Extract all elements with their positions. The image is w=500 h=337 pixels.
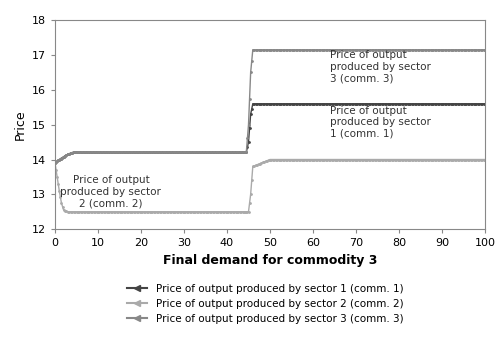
Text: Price of output
produced by sector
3 (comm. 3): Price of output produced by sector 3 (co…	[330, 50, 431, 83]
Price of output produced by sector 1 (comm. 1)	[204, 150, 210, 154]
Price of output produced by sector 2 (comm. 2)	[257, 161, 263, 165]
Price of output produced by sector 1 (comm. 1)	[382, 102, 388, 106]
Price of output produced by sector 2 (comm. 2)	[466, 157, 472, 161]
Line: Price of output produced by sector 1 (comm. 1): Price of output produced by sector 1 (co…	[54, 102, 486, 164]
Price of output produced by sector 2 (comm. 2)	[472, 157, 478, 161]
Price of output produced by sector 1 (comm. 1)	[150, 150, 156, 154]
Legend: Price of output produced by sector 1 (comm. 1), Price of output produced by sect: Price of output produced by sector 1 (co…	[122, 280, 408, 329]
Text: Price of output
produced by sector
1 (comm. 1): Price of output produced by sector 1 (co…	[330, 105, 431, 139]
Price of output produced by sector 3 (comm. 3)	[204, 150, 210, 154]
Price of output produced by sector 3 (comm. 3)	[92, 150, 98, 154]
Price of output produced by sector 2 (comm. 2)	[65, 210, 71, 214]
Price of output produced by sector 2 (comm. 2)	[52, 161, 58, 165]
X-axis label: Final demand for commodity 3: Final demand for commodity 3	[163, 254, 377, 267]
Price of output produced by sector 1 (comm. 1)	[250, 102, 256, 106]
Price of output produced by sector 3 (comm. 3)	[419, 48, 425, 52]
Price of output produced by sector 1 (comm. 1)	[92, 150, 98, 154]
Price of output produced by sector 1 (comm. 1)	[419, 102, 425, 106]
Price of output produced by sector 2 (comm. 2)	[186, 210, 192, 214]
Price of output produced by sector 2 (comm. 2)	[337, 157, 343, 161]
Price of output produced by sector 3 (comm. 3)	[52, 161, 58, 165]
Text: Price of output
produced by sector
2 (comm. 2): Price of output produced by sector 2 (co…	[60, 175, 162, 208]
Price of output produced by sector 2 (comm. 2)	[267, 157, 273, 161]
Price of output produced by sector 3 (comm. 3)	[382, 48, 388, 52]
Price of output produced by sector 3 (comm. 3)	[363, 48, 369, 52]
Line: Price of output produced by sector 2 (comm. 2): Price of output produced by sector 2 (co…	[54, 158, 486, 213]
Price of output produced by sector 3 (comm. 3)	[150, 150, 156, 154]
Price of output produced by sector 3 (comm. 3)	[250, 48, 256, 52]
Price of output produced by sector 1 (comm. 1)	[482, 102, 488, 106]
Line: Price of output produced by sector 3 (comm. 3): Price of output produced by sector 3 (co…	[54, 49, 486, 164]
Y-axis label: Price: Price	[14, 110, 26, 140]
Price of output produced by sector 2 (comm. 2)	[432, 157, 438, 161]
Price of output produced by sector 1 (comm. 1)	[363, 102, 369, 106]
Price of output produced by sector 1 (comm. 1)	[52, 161, 58, 165]
Price of output produced by sector 2 (comm. 2)	[482, 157, 488, 161]
Price of output produced by sector 3 (comm. 3)	[482, 48, 488, 52]
